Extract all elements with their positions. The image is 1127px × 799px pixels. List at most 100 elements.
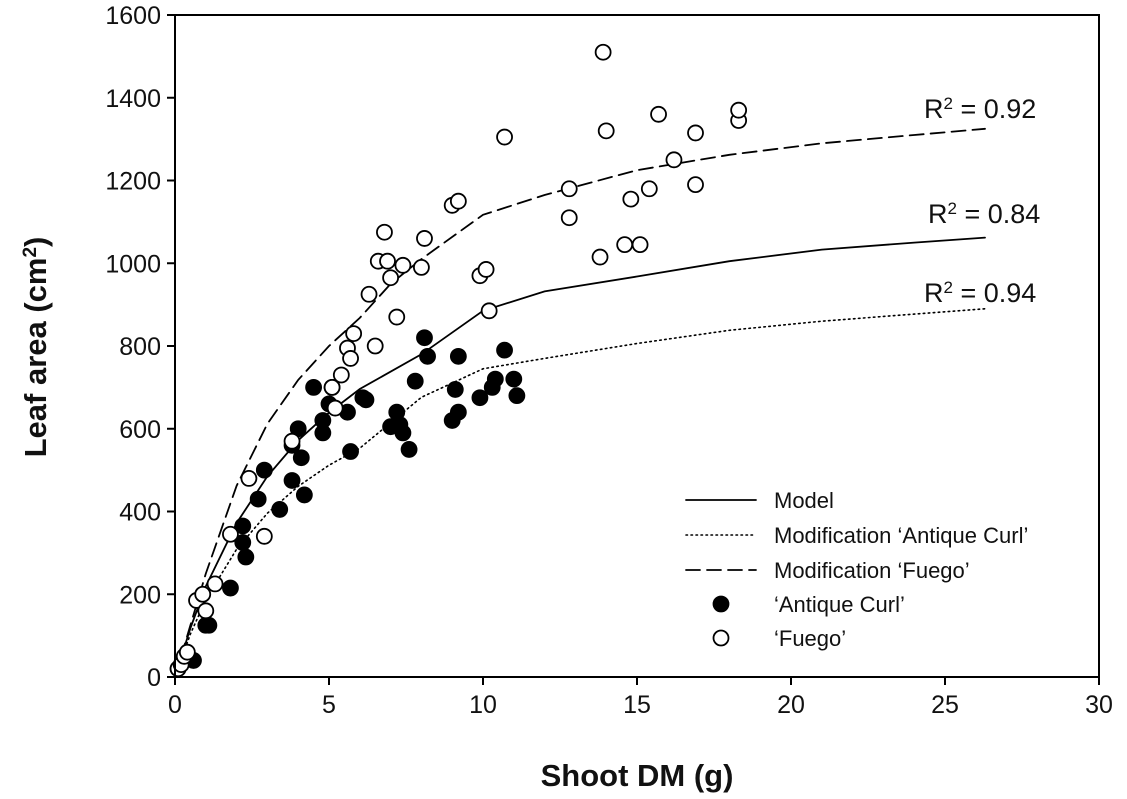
y-tick-label: 200 <box>119 581 161 609</box>
r2-label: R2 = 0.94 <box>924 278 1036 309</box>
legend-label: Model <box>774 488 834 513</box>
point-antique-curl <box>357 391 375 409</box>
point-antique-curl <box>283 472 301 489</box>
y-tick-label: 800 <box>119 333 161 361</box>
point-antique-curl <box>255 461 273 479</box>
point-fuego <box>730 101 748 119</box>
point-fuego <box>194 585 212 603</box>
point-fuego <box>222 525 239 543</box>
point-fuego <box>178 643 196 661</box>
point-antique-curl <box>234 517 252 535</box>
x-tick-label: 10 <box>469 691 497 719</box>
r2-label-value: = 0.94 <box>953 278 1036 308</box>
point-fuego <box>376 223 393 241</box>
point-fuego <box>480 302 498 320</box>
y-axis-title-close: ) <box>18 237 53 247</box>
point-fuego <box>323 378 341 396</box>
axes: 0 5 10 15 20 25 30 0 200 400 600 800 1000 1200 1400 160… <box>105 2 1113 719</box>
x-tick-label: 25 <box>931 691 959 719</box>
x-tick-label: 20 <box>777 691 805 719</box>
point-fuego <box>283 432 301 450</box>
legend: Model Modification ‘Antique Curl’ Modifica… <box>685 488 1028 651</box>
point-antique-curl <box>416 329 433 347</box>
y-tick-label: 1400 <box>105 85 161 113</box>
point-fuego <box>594 43 612 61</box>
point-antique-curl <box>200 616 218 634</box>
point-fuego <box>240 469 258 487</box>
point-antique-curl <box>508 387 526 405</box>
x-axis-title: Shoot DM (g) <box>541 758 734 793</box>
legend-label: ‘Fuego’ <box>774 626 846 651</box>
r2-label-sup: 2 <box>948 199 957 218</box>
y-axis-title-main: Leaf area (cm <box>18 258 53 458</box>
point-fuego <box>640 180 658 198</box>
y-axis-title: Leaf area (cm2) <box>18 237 53 458</box>
point-fuego <box>449 192 467 210</box>
point-fuego <box>687 176 704 194</box>
point-fuego <box>665 151 683 169</box>
r2-label: R2 = 0.92 <box>924 94 1036 125</box>
point-fuego <box>622 190 640 208</box>
point-antique-curl <box>496 341 513 359</box>
point-antique-curl <box>271 501 289 518</box>
curve-solid <box>174 236 986 678</box>
y-tick-label: 1000 <box>105 250 161 278</box>
point-antique-curl <box>305 378 323 396</box>
point-fuego <box>631 236 649 254</box>
point-fuego <box>345 325 363 342</box>
r2-label: R2 = 0.84 <box>928 199 1040 230</box>
legend-label: Modification ‘Antique Curl’ <box>774 523 1028 548</box>
point-antique-curl <box>471 389 489 407</box>
point-fuego <box>394 256 412 274</box>
point-fuego <box>412 258 430 276</box>
point-antique-curl <box>295 486 313 504</box>
curve-dotted <box>174 308 986 678</box>
point-fuego <box>496 128 513 146</box>
r2-label-value: = 0.92 <box>953 94 1036 124</box>
point-antique-curl <box>249 490 267 508</box>
point-antique-curl <box>505 370 523 388</box>
legend-label: Modification ‘Fuego’ <box>774 558 970 583</box>
y-tick-label: 400 <box>119 499 161 527</box>
point-fuego <box>687 124 704 142</box>
point-fuego <box>650 105 667 123</box>
point-fuego <box>560 180 578 198</box>
r2-label-sup: 2 <box>944 278 953 297</box>
point-antique-curl <box>419 347 436 365</box>
r2-label-prefix: R <box>924 94 944 124</box>
point-fuego <box>416 230 433 247</box>
y-tick-label: 600 <box>119 416 161 444</box>
r2-label-prefix: R <box>924 278 944 308</box>
y-tick-label: 1600 <box>105 2 161 30</box>
curve-dashed <box>174 127 986 678</box>
x-tick-label: 0 <box>168 691 182 719</box>
y-axis-title-sup: 2 <box>20 247 41 258</box>
point-fuego <box>360 285 378 303</box>
x-tick-label: 15 <box>623 691 651 719</box>
point-antique-curl <box>449 403 467 421</box>
point-fuego <box>206 575 224 593</box>
r2-label-sup: 2 <box>944 94 953 113</box>
point-fuego <box>616 236 634 254</box>
point-fuego <box>342 350 359 367</box>
point-fuego <box>197 602 215 620</box>
point-fuego <box>597 122 615 140</box>
point-antique-curl <box>486 370 504 388</box>
y-tick-label: 0 <box>147 664 161 692</box>
point-antique-curl <box>342 443 359 460</box>
data-points <box>169 43 748 678</box>
point-fuego <box>366 337 384 355</box>
point-antique-curl <box>446 381 464 398</box>
point-fuego <box>591 248 609 266</box>
r2-label-value: = 0.84 <box>957 199 1040 229</box>
point-fuego <box>388 308 406 326</box>
point-antique-curl <box>222 579 239 597</box>
point-antique-curl <box>406 372 424 390</box>
x-tick-label: 30 <box>1085 691 1113 719</box>
point-antique-curl <box>237 548 255 566</box>
legend-label: ‘Antique Curl’ <box>774 592 905 617</box>
point-fuego <box>477 261 495 278</box>
point-fuego <box>255 527 273 545</box>
